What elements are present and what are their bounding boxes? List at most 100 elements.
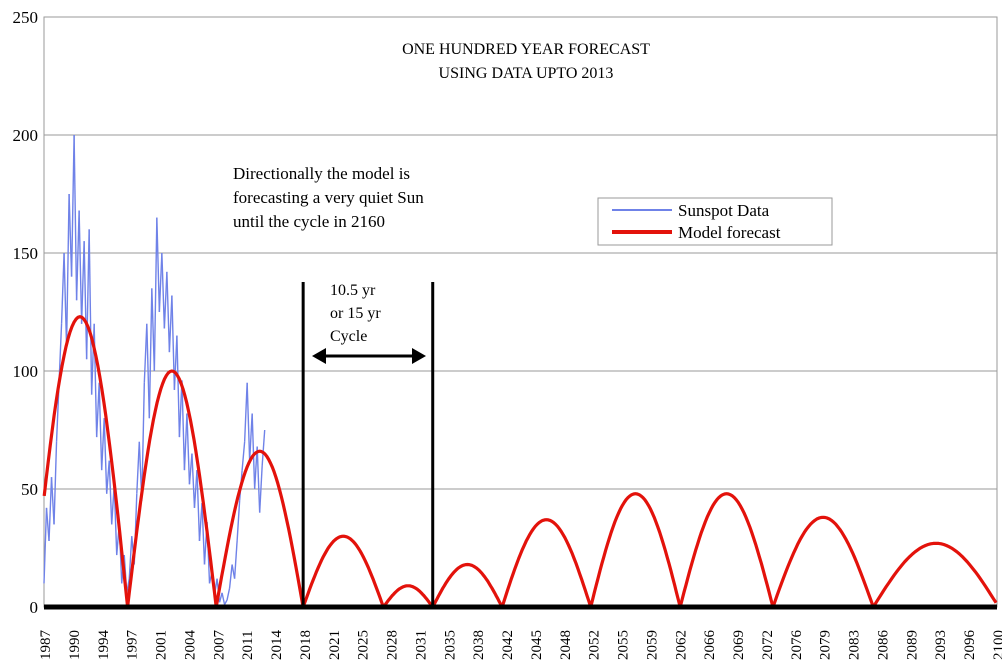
- sunspot-segment: [93, 323, 98, 438]
- x-tick-label: 2079: [818, 630, 834, 660]
- x-tick-label: 2055: [616, 630, 632, 660]
- model-arch: [42, 315, 130, 608]
- sunspot-segment: [83, 241, 88, 360]
- series-model-forecast: [42, 315, 998, 608]
- sunspot-segment: [251, 413, 256, 490]
- title-line-1: ONE HUNDRED YEAR FORECAST: [402, 41, 650, 58]
- cycle-label-line-2: or 15 yr: [330, 305, 381, 322]
- model-arch: [589, 492, 682, 608]
- sunspot-segment: [146, 323, 151, 419]
- sunspot-segment: [256, 446, 261, 513]
- x-tick-label: 2018: [298, 630, 314, 660]
- y-axis-tick-labels: 0 50 100 150 200 250: [13, 8, 39, 617]
- sunspot-segment: [221, 592, 226, 605]
- sunspot-segment: [60, 252, 65, 324]
- y-tick-label: 0: [30, 598, 39, 617]
- legend-label-sunspot: Sunspot Data: [678, 201, 770, 220]
- sunspot-segment: [166, 271, 171, 353]
- x-tick-label: 2038: [471, 630, 487, 660]
- sunspot-segment: [73, 134, 78, 301]
- model-arch: [500, 518, 593, 608]
- cycle-arrow-right-head: [412, 348, 426, 364]
- sunspot-segment: [156, 217, 161, 313]
- sunspot-segment: [136, 441, 140, 494]
- x-tick-label: 2066: [702, 630, 718, 661]
- sunspot-segment: [226, 587, 231, 601]
- x-tick-label: 2072: [760, 630, 776, 660]
- sunspot-segment: [158, 252, 163, 313]
- sunspot-segment: [241, 441, 246, 471]
- sunspot-segment: [153, 217, 158, 372]
- cycle-span-arrow: [312, 348, 426, 364]
- x-tick-label: 2014: [269, 630, 285, 661]
- model-arch: [301, 534, 385, 608]
- sunspot-segment: [78, 210, 83, 324]
- legend: Sunspot Data Model forecast: [597, 197, 833, 246]
- y-tick-label: 150: [13, 244, 39, 263]
- sunspot-segment: [100, 418, 105, 471]
- model-arch: [431, 562, 504, 608]
- x-tick-label: 2004: [182, 630, 198, 661]
- sunspot-segment: [88, 229, 93, 395]
- annotation-line-1: Directionally the model is: [233, 164, 410, 183]
- x-tick-label: 2045: [529, 630, 545, 660]
- sunspot-segment: [181, 380, 186, 471]
- y-tick-label: 200: [13, 126, 39, 145]
- cycle-arrow-left-head: [312, 348, 326, 364]
- x-tick-label: 2028: [385, 630, 401, 660]
- x-tick-label: 2031: [413, 630, 429, 660]
- x-tick-label: 2062: [673, 630, 689, 660]
- y-tick-label: 100: [13, 362, 39, 381]
- title-line-2: USING DATA UPTO 2013: [439, 65, 614, 82]
- chart-title: ONE HUNDRED YEAR FORECAST USING DATA UPT…: [402, 41, 650, 82]
- model-arch: [678, 492, 775, 608]
- x-tick-label: 2100: [991, 630, 1002, 660]
- sunspot-segment: [75, 210, 80, 301]
- sunspot-segment: [80, 241, 85, 324]
- sunspot-segment: [183, 413, 188, 471]
- x-tick-label: 1990: [67, 630, 83, 660]
- sunspot-segment: [228, 564, 233, 589]
- x-tick-label: 2025: [356, 630, 372, 660]
- sunspot-segment: [43, 507, 48, 584]
- sunspot-segment: [201, 503, 206, 565]
- forecast-annotation: Directionally the model is forecasting a…: [233, 164, 424, 231]
- model-arch: [382, 584, 435, 608]
- x-tick-label: 2076: [789, 630, 805, 661]
- sunspot-segment: [98, 382, 103, 471]
- sunspot-segment: [103, 418, 108, 494]
- x-tick-label: 2048: [558, 630, 574, 660]
- model-arch: [871, 541, 998, 608]
- sunspot-segment: [70, 134, 75, 277]
- x-tick-label: 2093: [933, 630, 949, 660]
- cycle-markers: [301, 282, 435, 607]
- sunspot-segment: [243, 382, 248, 442]
- sunspot-segment: [128, 536, 133, 579]
- sunspot-segment: [258, 465, 263, 513]
- sunspot-segment: [171, 295, 176, 390]
- model-arch: [771, 515, 875, 608]
- sunspot-segment: [53, 441, 58, 525]
- legend-label-model: Model forecast: [678, 223, 781, 242]
- x-tick-label: 2083: [847, 630, 863, 660]
- x-axis-tick-labels: 1987 1990 1994 1997 2001 2004 2007 2011 2014 2018…: [38, 630, 1002, 661]
- sunspot-segment: [246, 382, 251, 461]
- cycle-label: 10.5 yr or 15 yr Cycle: [330, 282, 381, 345]
- x-tick-label: 2011: [240, 631, 256, 660]
- annotation-line-2: forecasting a very quiet Sun: [233, 188, 424, 207]
- x-tick-label: 2052: [587, 630, 603, 660]
- sunspot-segment: [223, 599, 228, 605]
- sunspot-segment: [85, 229, 90, 360]
- sunspot-segment: [148, 288, 153, 419]
- x-tick-label: 2096: [962, 630, 978, 661]
- x-tick-label: 2069: [731, 630, 747, 660]
- y-tick-label: 250: [13, 8, 39, 27]
- y-tick-label: 50: [21, 480, 38, 499]
- x-tick-label: 2042: [500, 630, 516, 660]
- sunspot-segment: [233, 540, 238, 579]
- sunspot-segment: [163, 271, 168, 329]
- x-tick-label: 2001: [154, 630, 170, 660]
- x-tick-label: 2086: [875, 630, 891, 661]
